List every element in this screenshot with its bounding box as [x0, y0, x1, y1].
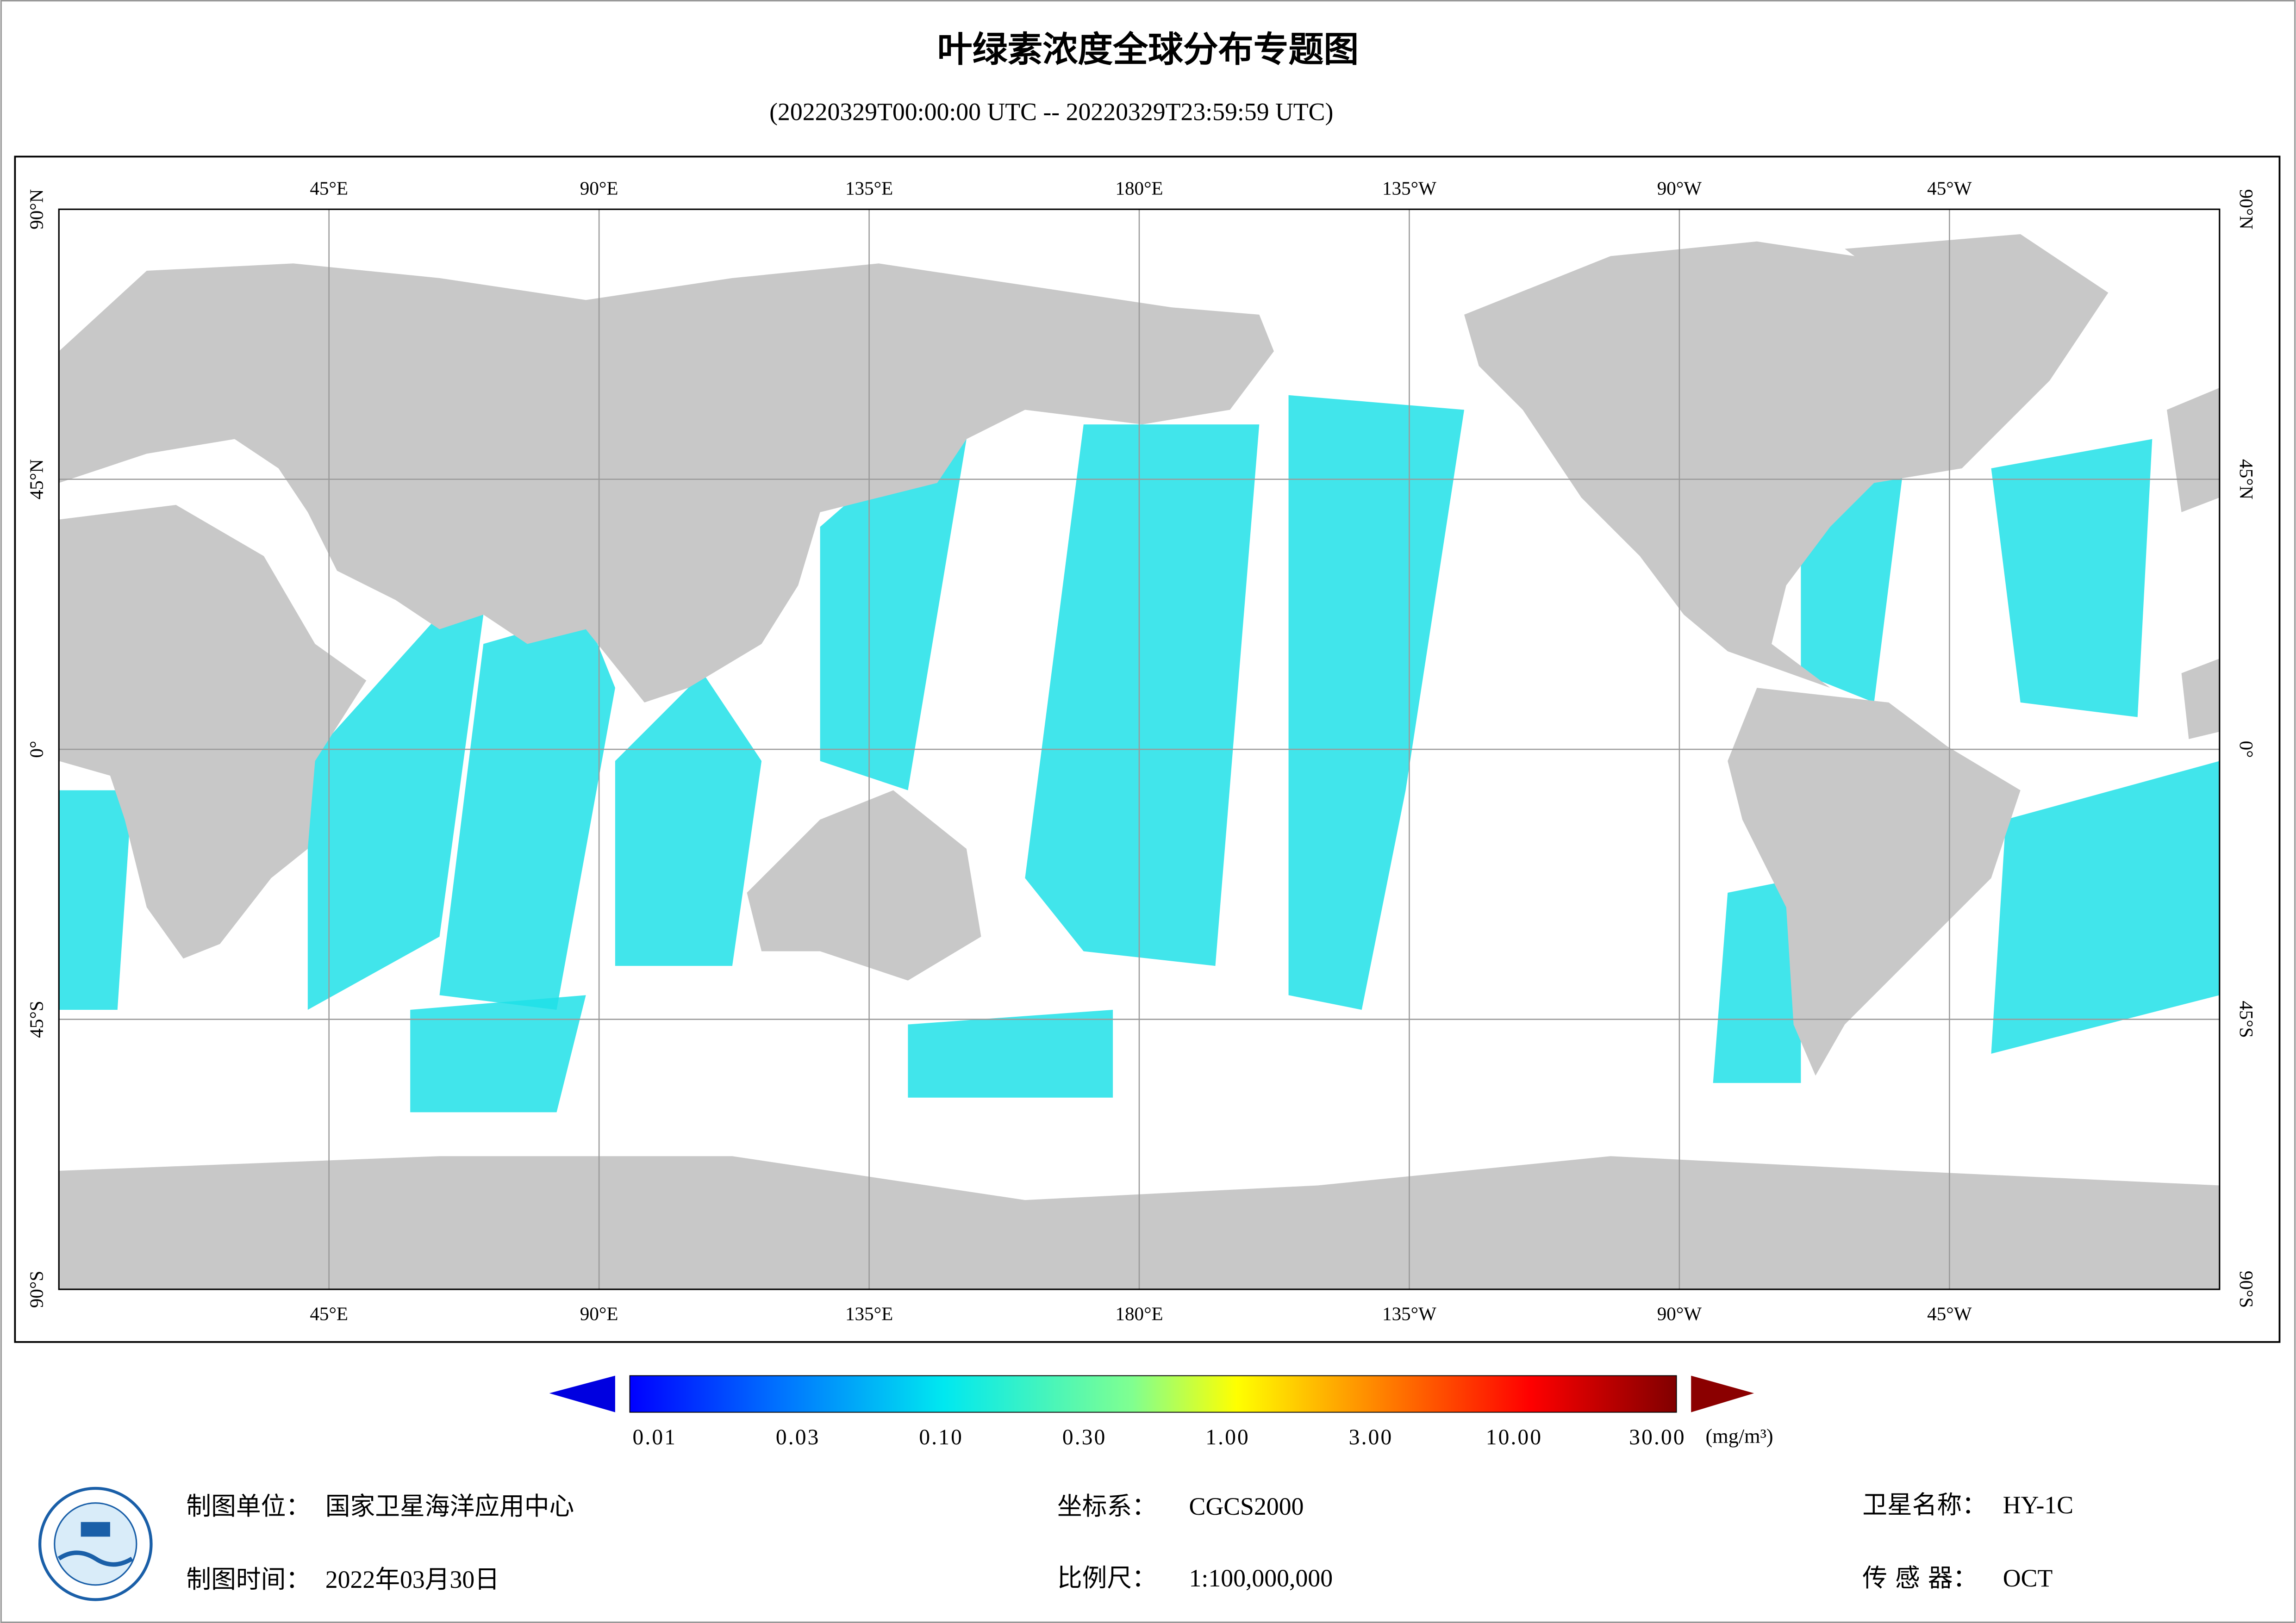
- colorbar-low-arrow: [549, 1375, 615, 1412]
- swath: [1991, 761, 2220, 1054]
- lat-label-right: 90°N: [2236, 189, 2257, 230]
- lat-label-left: 90°N: [25, 189, 47, 230]
- map-frame: [14, 155, 2281, 1343]
- footer-value: OCT: [2003, 1564, 2053, 1592]
- colorbar-label: 1.00: [1205, 1425, 1250, 1449]
- graticule-labels: 45°E 45°E 90°E 90°E 135°E 135°E 180°E 180°E 135°…: [25, 178, 2257, 1325]
- europe-west: [2166, 388, 2220, 512]
- footer-value: 1:100,000,000: [1189, 1564, 1333, 1592]
- footer-key: 制图单位：: [186, 1492, 311, 1521]
- lon-label-bottom: 90°E: [580, 1303, 618, 1324]
- colorbar-label: 30.00: [1629, 1425, 1686, 1449]
- swath: [1288, 395, 1465, 1010]
- colorbar-labels: 0.01 0.03 0.10 0.30 1.00 3.00 10.00 30.00: [632, 1425, 1686, 1449]
- swath: [439, 615, 615, 1010]
- footer-key: 传 感 器：: [1862, 1563, 1978, 1592]
- lon-label-top: 135°W: [1382, 178, 1436, 199]
- swath: [307, 615, 484, 1010]
- swath: [820, 424, 967, 790]
- footer-key: 制图时间：: [186, 1565, 311, 1594]
- logo: [38, 1486, 153, 1601]
- footer-value: 国家卫星海洋应用中心: [325, 1492, 574, 1521]
- swath: [615, 673, 762, 966]
- graticule: [59, 209, 2220, 1289]
- colorbar-label: 0.30: [1062, 1425, 1107, 1449]
- lat-label-right: 45°N: [2236, 459, 2257, 499]
- africa: [59, 504, 367, 959]
- lat-label-left: 45°N: [25, 459, 47, 499]
- colorbar-label: 10.00: [1486, 1425, 1543, 1449]
- colorbar-label: 0.10: [919, 1425, 963, 1449]
- north-america: [1464, 241, 2050, 688]
- lon-label-top: 135°E: [845, 178, 893, 199]
- swath: [1991, 439, 2152, 717]
- africa-west: [2181, 659, 2220, 739]
- lon-label-top: 180°E: [1115, 178, 1163, 199]
- south-america: [1728, 688, 2021, 1076]
- colorbar-high-arrow: [1691, 1375, 1754, 1412]
- colorbar-label: 0.01: [632, 1425, 677, 1449]
- greenland: [1845, 234, 2109, 381]
- footer-key: 卫星名称：: [1862, 1490, 1987, 1519]
- lat-label-right: 0°: [2236, 741, 2257, 758]
- lon-label-bottom: 135°W: [1382, 1303, 1436, 1324]
- footer-value: 2022年03月30日: [325, 1566, 499, 1593]
- chlorophyll-swaths: [59, 395, 2220, 1113]
- lat-label-left: 90°S: [25, 1271, 47, 1308]
- swath: [1713, 878, 1801, 1083]
- swath: [59, 790, 132, 1010]
- lon-label-bottom: 45°W: [1927, 1303, 1972, 1324]
- lat-label-right: 45°S: [2236, 1001, 2257, 1038]
- lon-label-bottom: 45°E: [310, 1303, 348, 1324]
- swath: [1025, 424, 1260, 966]
- swath: [908, 1009, 1113, 1098]
- lon-label-top: 45°W: [1927, 178, 1972, 199]
- footer-value: HY-1C: [2003, 1491, 2073, 1519]
- lat-label-left: 0°: [25, 741, 47, 758]
- lon-label-bottom: 135°E: [845, 1303, 893, 1324]
- map-border: [58, 208, 2221, 1290]
- australia: [747, 790, 981, 981]
- colorbar-label: 0.03: [776, 1425, 820, 1449]
- subtitle: (20220329T00:00:00 UTC -- 20220329T23:59…: [769, 98, 1333, 125]
- colorbar: [629, 1375, 1677, 1413]
- swath: [410, 995, 586, 1113]
- lon-label-bottom: 90°W: [1657, 1303, 1702, 1324]
- colorbar-unit: (mg/m³): [1706, 1425, 1773, 1448]
- lon-label-top: 90°W: [1657, 178, 1702, 199]
- title: 叶绿素浓度全球分布专题图: [937, 29, 1359, 70]
- lat-label-right: 90°S: [2236, 1271, 2257, 1308]
- footer-value: CGCS2000: [1189, 1492, 1304, 1520]
- eurasia: [59, 263, 1274, 703]
- lon-label-top: 90°E: [580, 178, 618, 199]
- footer-key: 坐标系：: [1057, 1492, 1157, 1521]
- footer-key: 比例尺：: [1057, 1563, 1157, 1592]
- colorbar-label: 3.00: [1349, 1425, 1393, 1449]
- lon-label-top: 45°E: [310, 178, 348, 199]
- lon-label-bottom: 180°E: [1115, 1303, 1163, 1324]
- lat-label-left: 45°S: [25, 1001, 47, 1038]
